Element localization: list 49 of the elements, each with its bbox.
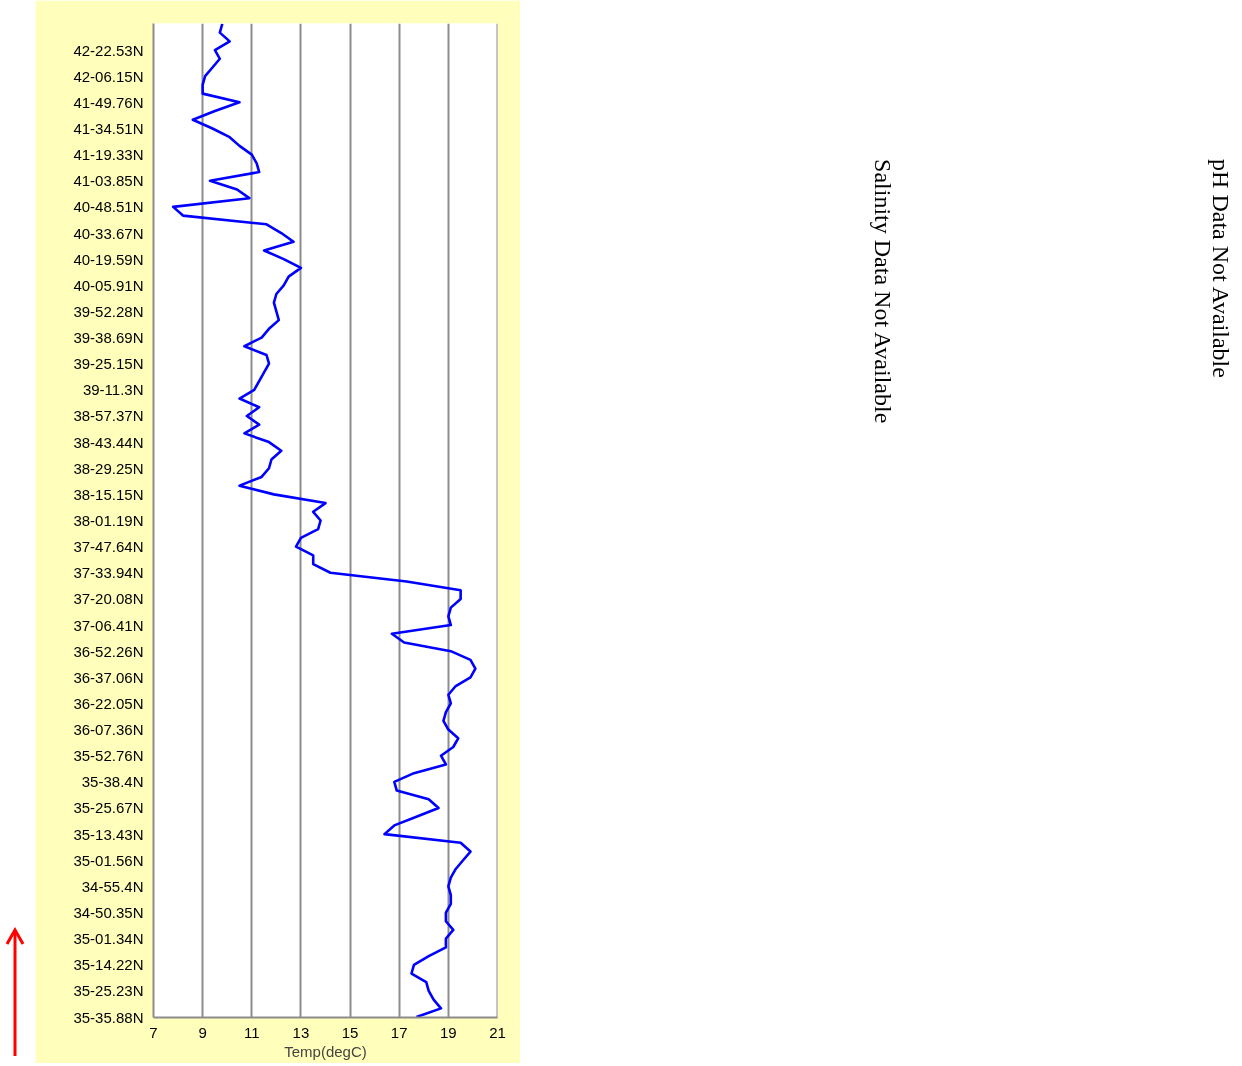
y-tick-label: 41-49.76N	[73, 93, 144, 111]
y-tick-label: 35-14.22N	[73, 956, 144, 974]
y-tick-label: 40-48.51N	[73, 198, 144, 216]
x-axis-title: Temp(degC)	[284, 1042, 367, 1060]
y-tick-label: 39-11.3N	[82, 381, 144, 399]
x-tick-label: 19	[440, 1023, 457, 1041]
y-tick-label: 36-52.26N	[73, 642, 144, 660]
y-tick-label: 39-38.69N	[73, 329, 144, 347]
y-tick-label: 42-06.15N	[73, 67, 144, 85]
x-tick-label: 11	[244, 1023, 260, 1041]
y-tick-label: 34-55.4N	[81, 877, 144, 895]
y-tick-label: 35-25.67N	[73, 799, 144, 817]
y-tick-label: 36-37.06N	[73, 668, 144, 686]
y-tick-label: 41-03.85N	[73, 172, 144, 190]
y-tick-label: 35-35.88N	[73, 1008, 144, 1026]
y-tick-label: 38-43.44N	[73, 433, 144, 451]
y-tick-label: 41-34.51N	[73, 119, 144, 137]
y-tick-label: 38-01.19N	[73, 512, 144, 529]
y-tick-label: 42-22.53N	[73, 41, 144, 59]
y-tick-label: 40-33.67N	[73, 224, 144, 242]
y-tick-label: 36-22.05N	[73, 694, 144, 712]
y-tick-label: 39-25.15N	[73, 355, 144, 373]
text: Salinity Data Not Available	[869, 159, 896, 424]
y-tick-label: 39-52.28N	[73, 302, 144, 320]
y-tick-label: 36-07.36N	[73, 721, 144, 739]
x-tick-label: 9	[198, 1023, 207, 1041]
y-tick-label: 34-50.35N	[73, 904, 144, 922]
x-tick-label: 13	[292, 1023, 310, 1041]
y-tick-label: 35-01.34N	[73, 930, 144, 948]
y-tick-label: 35-25.23N	[73, 982, 144, 1000]
text: pH Data Not Available	[1207, 159, 1234, 378]
y-tick-label: 37-20.08N	[73, 590, 144, 608]
x-tick-label: 17	[390, 1023, 408, 1041]
y-tick-label: 35-01.56N	[73, 851, 144, 869]
y-tick-label: 35-52.76N	[73, 747, 144, 765]
y-tick-label: 38-15.15N	[73, 485, 144, 503]
y-tick-label: 38-57.37N	[73, 407, 144, 425]
y-tick-label: 38-29.25N	[73, 459, 144, 477]
x-tick-label: 21	[489, 1023, 506, 1041]
y-tick-label: 35-38.4N	[81, 773, 144, 791]
y-tick-label: 40-19.59N	[73, 250, 144, 268]
y-tick-label: 41-19.33N	[73, 146, 144, 164]
y-tick-label: 37-06.41N	[73, 616, 144, 634]
x-tick-label: 15	[341, 1023, 359, 1041]
y-tick-label: 37-33.94N	[73, 564, 144, 582]
y-tick-label: 40-05.91N	[73, 276, 144, 294]
y-tick-label: 37-47.64N	[73, 538, 144, 556]
y-tick-label: 35-13.43N	[73, 825, 144, 843]
x-tick-label: 7	[149, 1023, 158, 1041]
